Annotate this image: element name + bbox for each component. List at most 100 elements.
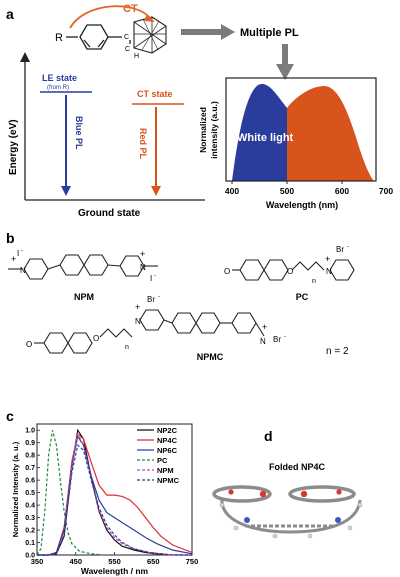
- pc-plus: +: [325, 254, 330, 264]
- npmc-label: NPMC: [197, 352, 224, 362]
- spectrum-ylabel-1: Normalized: [198, 107, 208, 153]
- npmc-subscript-n: n: [125, 344, 129, 351]
- npmc-counterion-2-charge: -: [284, 334, 286, 340]
- multiple-pl-label: Multiple PL: [240, 27, 299, 39]
- le-state-sub-label: (from R): [47, 85, 69, 91]
- legend-label-npm: NPM: [157, 466, 174, 475]
- pc-counterion-charge: -: [347, 244, 349, 250]
- y-tick-label: 0.7: [25, 465, 35, 472]
- folded-np4c-model: [212, 485, 363, 539]
- panel-d-label: d: [264, 428, 273, 444]
- spectrum-xtick: 500: [280, 186, 294, 196]
- legend-label-np4c: NP4C: [157, 436, 178, 445]
- npmc-ether-o: O: [93, 334, 99, 343]
- npmc-counterion-2: Br: [273, 335, 281, 344]
- legend-label-np2c: NP2C: [157, 426, 178, 435]
- spectrum-xlabel: Wavelength (nm): [266, 200, 338, 210]
- npmc-carbonyl-o: O: [26, 340, 32, 349]
- energy-axis-arrowhead-icon: [20, 52, 30, 62]
- molecule-c2-label: C: [125, 46, 130, 53]
- series-line-np6c: [37, 434, 193, 556]
- panel-c-label: c: [6, 408, 14, 424]
- red-pl-label: Red PL: [138, 128, 148, 160]
- red-pl-arrowhead-icon: [151, 186, 161, 196]
- pc-carbonyl-o: O: [224, 267, 230, 276]
- y-tick-label: 0.9: [25, 440, 35, 447]
- n-value-label: n = 2: [326, 346, 349, 357]
- npm-plus-1: +: [11, 254, 16, 264]
- x-tick-label: 350: [31, 557, 44, 566]
- y-axis-label: Normalized Intensity (a. u.): [11, 441, 20, 537]
- y-tick-label: 0.3: [25, 515, 35, 522]
- legend-label-np6c: NP6C: [157, 446, 178, 455]
- x-tick-label: 550: [108, 557, 121, 566]
- npm-counterion-1: I: [17, 249, 19, 258]
- y-tick-label: 0.0: [25, 553, 35, 560]
- npm-label: NPM: [74, 292, 94, 302]
- series-line-npmc: [37, 444, 192, 556]
- npmc-counterion-1-charge: -: [158, 294, 160, 300]
- blue-emission-band: [232, 83, 287, 181]
- npmc-plus-2: +: [262, 322, 267, 332]
- white-light-spectrum: [225, 77, 377, 184]
- molecule-c1-label: C: [124, 34, 129, 41]
- npmc-plus-1: +: [135, 302, 140, 312]
- red-emission-band: [287, 86, 374, 181]
- le-state-label: LE state: [42, 73, 77, 83]
- grey-arrow-right-icon: [181, 24, 235, 40]
- energy-axis-label: Energy (eV): [8, 119, 19, 175]
- y-tick-label: 0.6: [25, 478, 35, 485]
- spectrum-xtick: 600: [335, 186, 349, 196]
- npm-counterion-2: I: [150, 274, 152, 283]
- ct-curved-arrow: [69, 5, 151, 29]
- ct-state-label: CT state: [137, 89, 173, 99]
- pc-subscript-n: n: [312, 278, 316, 285]
- grey-arrow-down-icon: [276, 44, 294, 80]
- npm-atom-n2: N: [140, 263, 146, 272]
- panel-a-label: a: [6, 6, 14, 22]
- carborane-molecule: [66, 16, 167, 54]
- npmc-structure: [34, 309, 265, 354]
- blue-pl-label: Blue PL: [74, 116, 84, 150]
- ct-arrowhead-icon: [144, 14, 155, 22]
- y-tick-label: 0.2: [25, 528, 35, 535]
- npmc-atom-n1: N: [135, 317, 141, 326]
- y-tick-label: 1.0: [25, 428, 35, 435]
- molecule-r-label: R: [55, 32, 63, 44]
- spectrum-ylabel-2: intensity (a.u.): [209, 101, 219, 159]
- npm-counterion-2-charge: -: [154, 273, 156, 279]
- legend-label-npmc: NPMC: [157, 476, 180, 485]
- legend-label-pc: PC: [157, 456, 168, 465]
- pc-atom-n: N: [326, 267, 332, 276]
- folded-np4c-title: Folded NP4C: [269, 462, 326, 472]
- x-axis-label: Wavelength / nm: [81, 566, 149, 576]
- ground-state-label: Ground state: [78, 208, 141, 219]
- spectrum-frame: [225, 77, 377, 182]
- white-light-label: White light: [237, 132, 294, 144]
- npm-counterion-1-charge: -: [21, 248, 23, 254]
- npmc-atom-n2: N: [260, 337, 266, 346]
- y-tick-label: 0.4: [25, 503, 35, 510]
- y-tick-label: 0.5: [25, 490, 35, 497]
- series-line-pc: [36, 430, 103, 556]
- panel-b-label: b: [6, 230, 15, 246]
- ct-arrow-label: CT: [123, 3, 138, 15]
- y-tick-label: 0.8: [25, 453, 35, 460]
- molecule-h-label: H: [134, 53, 139, 60]
- blue-pl-arrowhead-icon: [61, 186, 71, 196]
- pc-ether-o: O: [287, 267, 293, 276]
- x-tick-label: 650: [147, 557, 160, 566]
- pc-structure: [232, 259, 355, 281]
- npm-atom-n1: N: [20, 266, 26, 275]
- pc-counterion: Br: [336, 245, 344, 254]
- y-tick-label: 0.1: [25, 540, 35, 547]
- npmc-counterion-1: Br: [147, 295, 155, 304]
- x-tick-label: 450: [69, 557, 82, 566]
- spectrum-xtick: 700: [379, 186, 393, 196]
- spectrum-xtick: 400: [225, 186, 239, 196]
- npm-plus-2: +: [140, 249, 145, 259]
- pc-label: PC: [296, 292, 309, 302]
- emission-chart: 0.0 0.1 0.2 0.3 0.4 0.5 0.6 0.7 0.8 0.9 1.0 350 450 5…: [11, 423, 199, 576]
- x-tick-label: 750: [186, 557, 199, 566]
